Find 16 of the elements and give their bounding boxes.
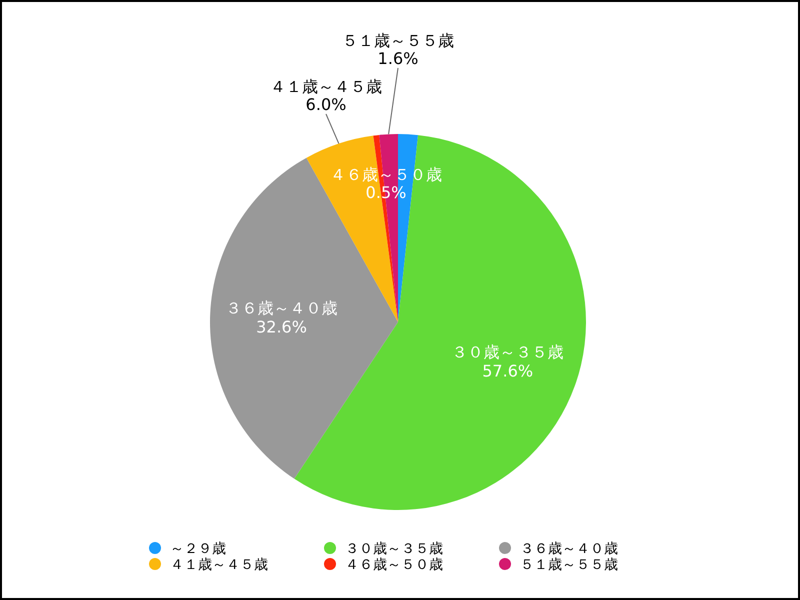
- legend-label: ４６歳～５０歳: [345, 557, 443, 573]
- legend-label: ４１歳～４５歳: [170, 557, 268, 573]
- slice-label: ４６歳～５０歳: [330, 165, 442, 184]
- data-label: 32.6%: [256, 318, 307, 337]
- slice-label: ５１歳～５５歳: [342, 31, 454, 50]
- data-label: 1.6%: [378, 49, 418, 68]
- legend-label: ５１歳～５５歳: [520, 557, 618, 573]
- slice-label: ３６歳～４０歳: [226, 298, 338, 318]
- legend-label: ３６歳～４０歳: [520, 541, 618, 557]
- legend-label: ～２９歳: [170, 541, 226, 557]
- data-label: 0.5%: [366, 183, 406, 202]
- legend-label: ３０歳～３５歳: [345, 541, 443, 557]
- slice-label: ３０歳～３５歳: [452, 342, 564, 362]
- slice-label: ４１歳～４５歳: [270, 77, 382, 96]
- data-label: 57.6%: [482, 361, 534, 380]
- data-label: 6.0%: [306, 95, 346, 114]
